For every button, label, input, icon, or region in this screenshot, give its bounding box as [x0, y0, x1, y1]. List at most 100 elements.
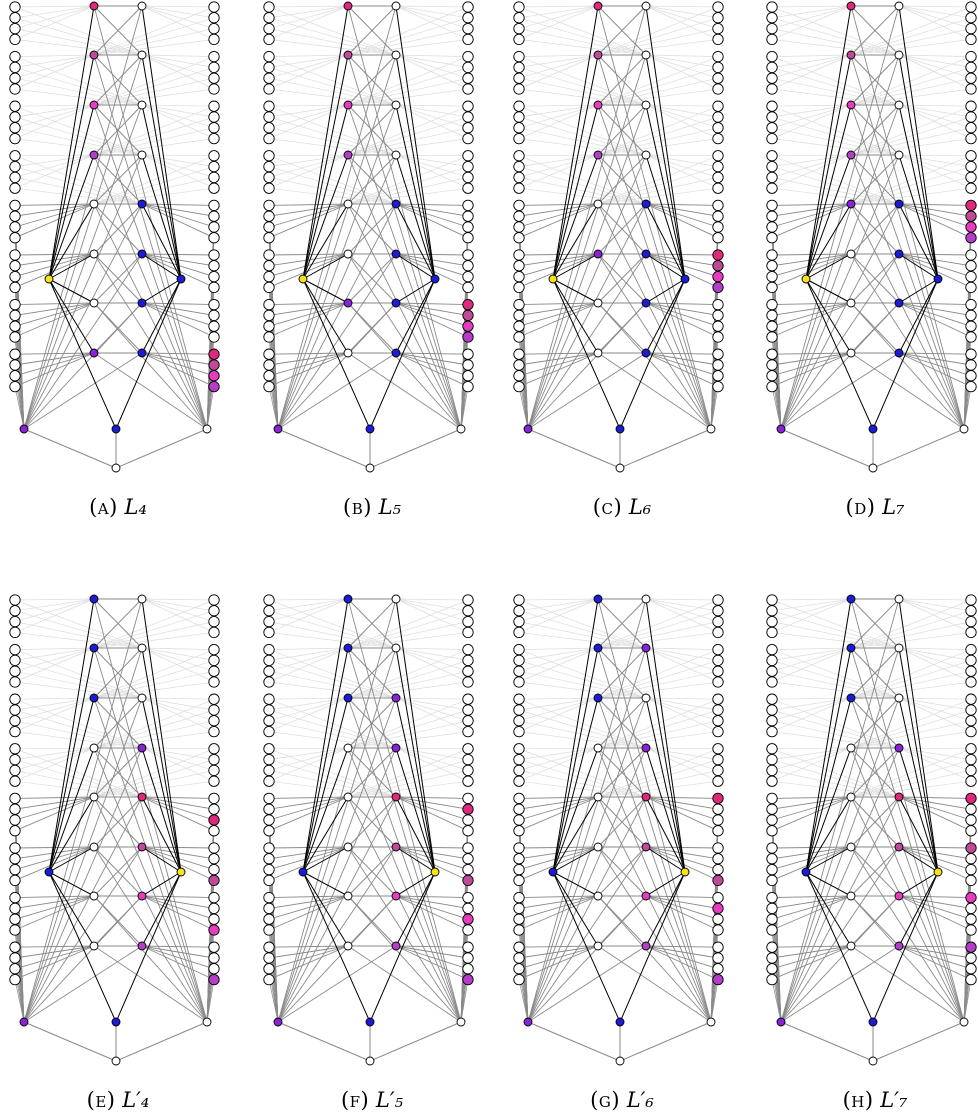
hub-edge — [395, 278, 436, 354]
leaf-node — [766, 753, 778, 766]
hub-edge — [552, 747, 599, 873]
leaf-node — [712, 199, 724, 212]
ladder-node — [894, 842, 904, 852]
leaf-node — [462, 913, 474, 925]
leaf-node — [462, 803, 474, 815]
ladder-node — [137, 792, 147, 802]
fan-edge — [395, 895, 469, 899]
light-edge — [771, 5, 852, 29]
light-edge — [898, 647, 972, 661]
base-edge — [597, 945, 712, 1023]
light-edge — [597, 610, 719, 649]
light-edge — [771, 747, 852, 782]
leaf-node — [9, 654, 21, 667]
light-edge — [268, 747, 349, 782]
leaf-node — [766, 725, 778, 738]
hub-edge — [552, 154, 599, 280]
light-edge — [93, 138, 215, 156]
leaf-node — [9, 260, 21, 272]
hub-edge — [552, 598, 599, 873]
fan-edge — [771, 796, 852, 832]
light-edge — [268, 154, 349, 189]
light-edge — [771, 747, 852, 771]
leaf-node — [208, 676, 220, 688]
light-edge — [597, 28, 719, 56]
leaf-node — [263, 50, 275, 63]
light-edge — [268, 138, 397, 156]
fan-edge — [268, 796, 349, 832]
cross-edge — [347, 647, 397, 699]
leaf-node — [9, 792, 21, 805]
light-edge — [268, 154, 349, 167]
cross-edge — [93, 154, 143, 205]
light-edge — [771, 154, 852, 157]
base-node — [111, 1017, 121, 1027]
fan-edge — [141, 203, 215, 239]
fan-edge — [268, 253, 349, 256]
light-edge — [898, 598, 972, 601]
leaf-node — [263, 725, 275, 738]
base-edge — [963, 979, 972, 1023]
fan-edge — [518, 895, 599, 920]
hub-edge — [898, 871, 939, 897]
light-edge — [645, 647, 719, 661]
light-edge — [141, 598, 215, 612]
ladder-node — [593, 693, 603, 703]
leaf-node — [513, 676, 525, 688]
light-edge — [898, 104, 972, 118]
light-edge — [518, 154, 599, 178]
fan-edge — [898, 945, 972, 981]
cross-edge — [93, 54, 143, 106]
cross-edge — [850, 154, 900, 205]
base-edge — [597, 54, 712, 430]
fan-edge — [898, 203, 972, 228]
hub-node — [548, 867, 558, 877]
base-edge — [347, 203, 462, 430]
leaf-node — [766, 50, 778, 63]
light-edge — [268, 731, 397, 749]
light-edge — [518, 747, 599, 771]
leaf-node — [9, 50, 21, 63]
fan-edge — [395, 796, 469, 799]
light-edge — [395, 598, 469, 622]
light-edge — [850, 166, 972, 205]
hub-edge — [898, 598, 939, 873]
leaf-node — [513, 814, 525, 826]
light-edge — [771, 632, 900, 649]
leaf-node — [712, 320, 724, 332]
leaf-node — [766, 298, 778, 311]
caption-g: (g) L′₆ — [522, 1088, 722, 1112]
light-edge — [850, 731, 972, 749]
ladder-node — [846, 891, 856, 901]
light-edge — [645, 647, 719, 683]
fan-edge — [645, 895, 719, 920]
fan-edge — [898, 945, 972, 970]
base-edge — [850, 104, 965, 430]
fan-edge — [14, 352, 95, 355]
hub-edge — [898, 203, 939, 280]
hub-edge — [141, 278, 182, 304]
hub-edge — [552, 796, 599, 873]
base-node — [523, 1017, 533, 1027]
hub-node — [933, 867, 943, 877]
cross-edge — [347, 598, 397, 649]
leaf-node — [513, 715, 525, 727]
ladder-node — [343, 693, 353, 703]
light-edge — [14, 187, 143, 205]
cross-edge — [597, 747, 647, 798]
light-edge — [141, 104, 215, 129]
base-edge — [597, 154, 712, 430]
leaf-node — [712, 12, 724, 24]
hub-edge — [898, 278, 939, 354]
light-edge — [268, 54, 349, 68]
fan-edge — [395, 203, 469, 217]
base-node — [868, 1017, 878, 1027]
fan-edge — [14, 302, 95, 306]
base-edge — [347, 846, 462, 1023]
ladder-node — [846, 1, 856, 11]
base-node — [615, 463, 625, 473]
leaf-node — [208, 100, 220, 112]
light-edge — [518, 632, 647, 649]
leaf-node — [965, 309, 977, 322]
base-node — [273, 424, 283, 434]
